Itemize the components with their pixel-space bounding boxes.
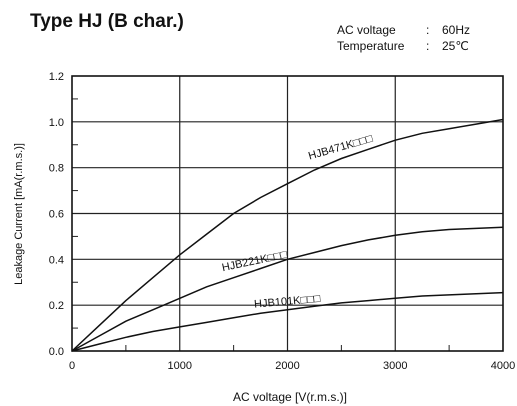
condition-voltage-value: 60Hz: [442, 23, 470, 37]
y-tick-label: 0.2: [49, 300, 64, 312]
y-tick-label: 0.8: [49, 163, 64, 175]
x-tick-label: 3000: [383, 360, 407, 372]
series-labels: HJB471K□□□HJB221K□□□HJB101K□□□: [221, 133, 375, 311]
y-tick-label: 1.2: [49, 71, 64, 83]
series-line-3: [71, 291, 504, 352]
condition-voltage-sep: :: [426, 23, 429, 37]
series-lines: [71, 118, 504, 352]
x-tick-label: 1000: [168, 360, 192, 372]
y-axis-label: Leakage Current [mA(r.m.s.)]: [13, 143, 25, 285]
y-tick-label: 0.0: [49, 346, 64, 358]
series-line-2: [71, 226, 504, 352]
x-tick-label: 0: [69, 360, 75, 372]
condition-temperature-label: Temperature: [337, 39, 405, 53]
x-tick-label: 2000: [275, 360, 299, 372]
x-tick-label: 4000: [491, 360, 515, 372]
y-tick-label: 1.0: [49, 117, 64, 129]
y-tick-label: 0.6: [49, 209, 64, 221]
chart-title: Type HJ (B char.): [30, 11, 184, 32]
condition-temperature-sep: :: [426, 39, 429, 53]
x-axis-label: AC voltage [V(r.m.s.)]: [233, 390, 347, 404]
plot-border: [71, 75, 504, 352]
series-line-1: [71, 118, 504, 352]
series-label-3: HJB101K□□□: [254, 293, 322, 311]
tick-labels: 0 1000 2000 3000 4000 0.0 0.2 0.4 0.6 0.8 1.0 1.2: [49, 71, 516, 372]
plot-frame: [71, 75, 504, 352]
condition-voltage-label: AC voltage: [337, 23, 396, 37]
y-tick-label: 0.4: [49, 254, 64, 266]
condition-temperature-value: 25℃: [442, 39, 469, 53]
